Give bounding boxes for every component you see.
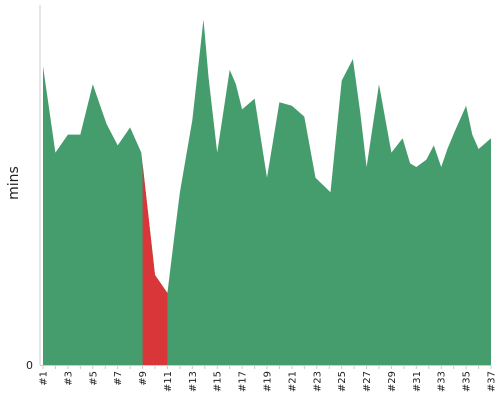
x-tick-label: #37 [487, 371, 498, 392]
x-tick-label: #25 [337, 371, 348, 392]
x-tick-label: #27 [362, 371, 373, 392]
x-tick-label: #23 [312, 371, 323, 392]
x-tick-label: #35 [462, 371, 473, 392]
x-tick-label: #5 [88, 371, 99, 386]
x-tick-label: #33 [437, 371, 448, 392]
x-tick-label: #29 [387, 371, 398, 392]
x-tick-label: #9 [138, 371, 149, 386]
x-tick-label: #15 [213, 371, 224, 392]
x-tick-label: #21 [287, 371, 298, 392]
x-tick-label: #13 [188, 371, 199, 392]
series-area-normal [43, 19, 491, 366]
y-axis-ticks: 0 [26, 359, 33, 372]
x-tick-label: #1 [39, 371, 50, 386]
x-tick-label: #17 [238, 371, 249, 392]
x-axis-ticks: #1 #3 #5 #7 #9 #11 #13 #15 #17 #19 #21 #23 #25 #27 #29… [39, 365, 498, 392]
y-tick-label: 0 [26, 359, 33, 372]
x-tick-label: #3 [63, 371, 74, 386]
series-area-highlight [142, 163, 168, 365]
y-axis-label: mins [6, 166, 22, 200]
x-tick-label: #31 [412, 371, 423, 392]
x-tick-label: #11 [163, 371, 174, 392]
x-tick-label: #19 [263, 371, 274, 392]
x-tick-label: #7 [113, 371, 124, 386]
plot-area [43, 19, 491, 366]
